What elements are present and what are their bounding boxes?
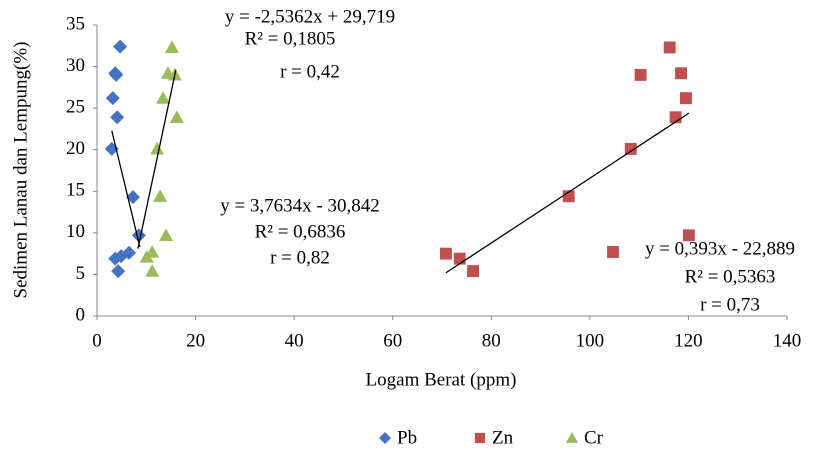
point (669, 111, 682, 124)
point (113, 39, 128, 54)
y-tick-label: 10 (66, 221, 85, 242)
x-tick-label: 140 (773, 330, 802, 351)
point (156, 91, 171, 104)
trend-r: r = 0,73 (700, 294, 760, 315)
point (467, 265, 479, 278)
point (131, 228, 146, 243)
trend-r: r = 0,42 (280, 61, 340, 82)
point (108, 251, 123, 266)
point (159, 228, 173, 241)
x-tick-label: 40 (285, 330, 304, 351)
trendline (111, 130, 141, 248)
point (675, 67, 687, 80)
trend-r2: R² = 0,1805 (245, 28, 336, 49)
trend-equation: y = 3,7634x - 30,842 (220, 195, 380, 216)
point (634, 68, 647, 81)
point (150, 141, 165, 155)
x-tick-label: 0 (92, 330, 102, 351)
point (153, 189, 168, 202)
point (680, 92, 692, 105)
point (453, 252, 466, 265)
legend-label: Zn (492, 427, 514, 448)
x-tick-label: 80 (482, 330, 501, 351)
x-tick-label: 120 (674, 330, 703, 351)
legend-label: Cr (584, 427, 604, 448)
y-tick-label: 35 (66, 13, 85, 34)
trend-equation: y = 0,393x - 22,889 (645, 238, 795, 259)
trendline (445, 112, 690, 274)
point (164, 40, 179, 54)
trend-r2: R² = 0,6836 (255, 221, 346, 242)
point (145, 244, 160, 258)
legend-label: Pb (397, 427, 417, 448)
point (111, 264, 126, 279)
x-tick-label: 20 (186, 330, 205, 351)
point (439, 247, 452, 260)
point (125, 190, 140, 205)
y-tick-label: 25 (66, 97, 85, 118)
point (105, 91, 120, 106)
point (607, 246, 619, 258)
point (663, 41, 676, 54)
point (145, 264, 160, 277)
y-tick-label: 30 (66, 55, 85, 76)
point (169, 110, 184, 123)
trend-r2: R² = 0,5363 (685, 266, 776, 287)
point (110, 110, 125, 125)
trend-r: r = 0,82 (270, 247, 330, 268)
point (624, 142, 637, 155)
legend-marker (379, 432, 391, 444)
y-tick-label: 5 (76, 263, 86, 284)
x-tick-label: 100 (576, 330, 605, 351)
point (109, 67, 124, 82)
trend-equation: y = -2,5362x + 29,719 (225, 6, 395, 27)
x-tick-label: 60 (383, 330, 402, 351)
legend-marker (566, 432, 578, 443)
point (562, 190, 575, 203)
trendline (137, 69, 177, 249)
point (122, 245, 137, 260)
x-axis-label: Logam Berat (ppm) (366, 369, 517, 390)
point (682, 229, 695, 242)
y-tick-label: 15 (66, 180, 85, 201)
y-axis-label: Sedimen Lanau dan Lempung(%) (10, 42, 31, 299)
y-tick-label: 0 (76, 304, 86, 325)
y-tick-label: 20 (66, 138, 85, 159)
legend-marker (474, 432, 486, 444)
